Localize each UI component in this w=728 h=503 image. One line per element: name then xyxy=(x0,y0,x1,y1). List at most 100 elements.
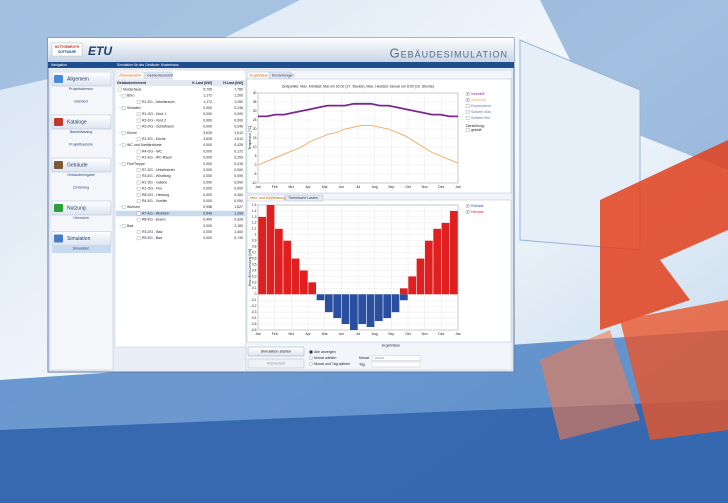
legend-checkbox[interactable] xyxy=(465,204,470,208)
nav-section-title: Simulation xyxy=(67,236,91,242)
month-select[interactable] xyxy=(371,355,421,361)
tree-tab[interactable] xyxy=(144,71,173,80)
row-h: 0,000 xyxy=(234,168,243,172)
radio[interactable] xyxy=(309,362,313,366)
bar xyxy=(308,282,317,295)
legend-checkbox[interactable] xyxy=(465,110,470,114)
results-label: Ergebnisse xyxy=(382,343,400,347)
checkbox[interactable] xyxy=(136,118,141,123)
nav-icon xyxy=(54,161,63,169)
row-name: Flur/Treppe xyxy=(127,162,145,166)
checkbox[interactable] xyxy=(136,168,141,172)
checkbox[interactable] xyxy=(136,236,141,241)
nav-section[interactable] xyxy=(51,114,112,130)
checkbox[interactable] xyxy=(121,224,126,228)
chart-title: Zeitpunkte: Max. Kühllast: Mai um 16:00 … xyxy=(282,84,434,88)
start-button[interactable] xyxy=(247,346,305,357)
x-tick-label: Mai xyxy=(322,185,328,189)
row-k: 1,172 xyxy=(203,100,212,104)
checkbox[interactable] xyxy=(136,112,141,117)
checkbox[interactable] xyxy=(136,180,141,185)
nav-item[interactable]: Simulation xyxy=(73,246,90,250)
display-checkbox[interactable] xyxy=(465,128,470,132)
checkbox[interactable] xyxy=(136,230,141,234)
checkbox[interactable] xyxy=(136,193,141,197)
nav-item[interactable]: Projektadresse xyxy=(69,87,93,91)
checkbox[interactable] xyxy=(136,211,141,216)
checkbox[interactable] xyxy=(136,155,141,160)
chart-tab-label: Thermische Lasten xyxy=(288,196,318,200)
radio[interactable] xyxy=(309,350,313,354)
checkbox[interactable] xyxy=(121,143,126,148)
nav-section-title: Allgemein xyxy=(67,76,89,82)
row-name: R4-EG - Vorräte xyxy=(142,199,167,203)
bar xyxy=(383,294,392,319)
y-tick-label: -0,5 xyxy=(251,322,257,326)
expander: − xyxy=(119,205,121,209)
row-name: Büro xyxy=(127,94,134,98)
y-tick-label: 0,5 xyxy=(252,262,257,266)
legend-checkbox[interactable] xyxy=(465,98,470,102)
legend-checkbox[interactable] xyxy=(465,116,470,120)
y-tick-label: -0,1 xyxy=(251,298,257,302)
checkbox[interactable] xyxy=(136,124,141,129)
checkbox[interactable] xyxy=(121,93,126,98)
row-h: 1,260 xyxy=(234,94,243,98)
nav-item-selected xyxy=(52,245,111,253)
row-k: 1,172 xyxy=(203,94,212,98)
cancel-button[interactable] xyxy=(247,358,305,369)
checkbox[interactable] xyxy=(121,205,126,210)
checkbox[interactable] xyxy=(136,100,141,104)
nav-item[interactable]: Standort xyxy=(74,99,88,103)
nav-icon xyxy=(54,118,63,126)
row-name: R1-EG - Arbeitsraum xyxy=(142,100,175,104)
nav-item[interactable]: Zonierung xyxy=(73,185,89,189)
checkbox[interactable] xyxy=(136,174,141,179)
row-k: 0,000 xyxy=(203,230,212,234)
checkbox[interactable] xyxy=(136,186,141,191)
nav-item[interactable]: Gebäudeeingabe xyxy=(67,173,95,177)
y-tick-label: 25 xyxy=(253,118,257,122)
checkbox[interactable] xyxy=(117,87,122,92)
radio[interactable] xyxy=(309,356,313,360)
series-line xyxy=(257,124,459,166)
tree-tab[interactable] xyxy=(116,71,145,80)
chart-tab[interactable] xyxy=(285,194,324,202)
y-tick-label: 1,5 xyxy=(252,203,257,207)
y-tick-label: 0,2 xyxy=(252,280,257,284)
x-tick-label: Feb xyxy=(272,185,278,189)
checkbox[interactable] xyxy=(136,217,141,222)
nav-item[interactable]: Projektbauteile xyxy=(69,142,93,146)
nav-section[interactable] xyxy=(51,157,112,173)
x-tick-label: Jan xyxy=(255,332,261,336)
x-tick-label: Mrz xyxy=(289,332,295,336)
checkbox[interactable] xyxy=(136,149,141,154)
day-select[interactable] xyxy=(371,361,421,368)
legend-label: Innenluft xyxy=(471,92,484,96)
legend-checkbox[interactable] xyxy=(465,104,470,108)
bar xyxy=(433,228,442,295)
checkbox[interactable] xyxy=(121,162,126,166)
nav-item[interactable]: Bauteilkatalog xyxy=(70,130,93,134)
y-tick-label: 0 xyxy=(255,163,257,167)
legend-checkbox[interactable] xyxy=(465,92,470,96)
bar xyxy=(391,294,400,313)
column-header: H.Last [kW] xyxy=(223,81,243,85)
checkbox[interactable] xyxy=(121,106,126,110)
nav-item[interactable]: Übersicht xyxy=(73,216,88,220)
display-label: Darstellung: xyxy=(466,124,485,128)
nav-section[interactable] xyxy=(51,200,112,216)
checkbox[interactable] xyxy=(136,199,141,203)
title-strip xyxy=(48,62,514,68)
checkbox[interactable] xyxy=(121,131,126,135)
checkbox[interactable] xyxy=(136,137,141,141)
legend-check: ✓ xyxy=(466,210,469,214)
x-tick-label: Okt xyxy=(405,332,410,336)
day-label: Tag xyxy=(359,362,365,366)
row-name: Musterhaus xyxy=(123,87,142,91)
chart-tab[interactable] xyxy=(247,194,286,202)
logo-top: HOTTGENROTH xyxy=(55,45,80,49)
legend-checkbox[interactable] xyxy=(465,210,470,214)
bar xyxy=(333,294,342,319)
nav-section[interactable] xyxy=(51,71,112,87)
